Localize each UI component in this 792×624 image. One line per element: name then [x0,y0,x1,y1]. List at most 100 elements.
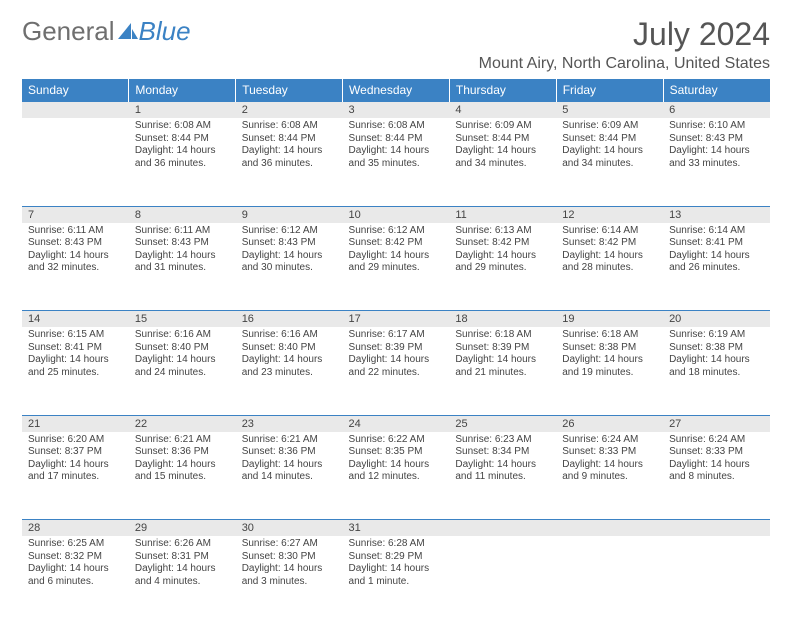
day-number: 2 [236,102,343,119]
daylight-text-1: Daylight: 14 hours [562,354,657,367]
day-cell: Sunrise: 6:26 AMSunset: 8:31 PMDaylight:… [129,536,236,624]
daylight-text-2: and 36 minutes. [242,158,337,171]
day-number: 1 [129,102,236,119]
daylight-text-1: Daylight: 14 hours [28,563,123,576]
day-body-row: Sunrise: 6:25 AMSunset: 8:32 PMDaylight:… [22,536,770,624]
day-number-row: 28293031 [22,520,770,537]
weekday-header: Friday [556,79,663,102]
day-number: 28 [22,520,129,537]
day-cell: Sunrise: 6:21 AMSunset: 8:36 PMDaylight:… [129,432,236,520]
daylight-text-2: and 11 minutes. [455,471,550,484]
daylight-text-2: and 14 minutes. [242,471,337,484]
sunset-text: Sunset: 8:42 PM [455,237,550,250]
day-number: 25 [449,415,556,432]
sunset-text: Sunset: 8:44 PM [242,133,337,146]
daylight-text-2: and 28 minutes. [562,262,657,275]
logo-sail-icon [117,22,139,40]
sunrise-text: Sunrise: 6:21 AM [135,434,230,447]
daylight-text-2: and 18 minutes. [669,367,764,380]
sunrise-text: Sunrise: 6:26 AM [135,538,230,551]
daylight-text-1: Daylight: 14 hours [562,145,657,158]
daylight-text-2: and 30 minutes. [242,262,337,275]
day-body-row: Sunrise: 6:11 AMSunset: 8:43 PMDaylight:… [22,223,770,311]
day-cell: Sunrise: 6:28 AMSunset: 8:29 PMDaylight:… [343,536,450,624]
sunset-text: Sunset: 8:39 PM [349,342,444,355]
sunrise-text: Sunrise: 6:14 AM [669,225,764,238]
day-number: 20 [663,311,770,328]
sunrise-text: Sunrise: 6:18 AM [455,329,550,342]
day-cell: Sunrise: 6:18 AMSunset: 8:39 PMDaylight:… [449,327,556,415]
day-number: 22 [129,415,236,432]
sunrise-text: Sunrise: 6:10 AM [669,120,764,133]
daylight-text-1: Daylight: 14 hours [242,250,337,263]
sunset-text: Sunset: 8:44 PM [135,133,230,146]
day-number: 30 [236,520,343,537]
daylight-text-2: and 31 minutes. [135,262,230,275]
day-number: 26 [556,415,663,432]
daylight-text-1: Daylight: 14 hours [242,563,337,576]
sunrise-text: Sunrise: 6:12 AM [242,225,337,238]
sunrise-text: Sunrise: 6:12 AM [349,225,444,238]
daylight-text-1: Daylight: 14 hours [242,459,337,472]
daylight-text-2: and 19 minutes. [562,367,657,380]
daylight-text-1: Daylight: 14 hours [135,250,230,263]
sunrise-text: Sunrise: 6:27 AM [242,538,337,551]
day-number: 19 [556,311,663,328]
sunrise-text: Sunrise: 6:16 AM [135,329,230,342]
sunrise-text: Sunrise: 6:13 AM [455,225,550,238]
day-cell: Sunrise: 6:17 AMSunset: 8:39 PMDaylight:… [343,327,450,415]
day-number [663,520,770,537]
month-title: July 2024 [479,16,770,53]
day-number: 3 [343,102,450,119]
sunset-text: Sunset: 8:30 PM [242,551,337,564]
day-cell: Sunrise: 6:09 AMSunset: 8:44 PMDaylight:… [556,118,663,206]
day-cell: Sunrise: 6:18 AMSunset: 8:38 PMDaylight:… [556,327,663,415]
day-number: 31 [343,520,450,537]
sunrise-text: Sunrise: 6:14 AM [562,225,657,238]
day-number-row: 14151617181920 [22,311,770,328]
day-cell: Sunrise: 6:21 AMSunset: 8:36 PMDaylight:… [236,432,343,520]
day-cell [556,536,663,624]
weekday-header: Saturday [663,79,770,102]
day-number: 24 [343,415,450,432]
sunrise-text: Sunrise: 6:19 AM [669,329,764,342]
day-number: 29 [129,520,236,537]
day-cell: Sunrise: 6:24 AMSunset: 8:33 PMDaylight:… [556,432,663,520]
sunrise-text: Sunrise: 6:08 AM [242,120,337,133]
daylight-text-2: and 12 minutes. [349,471,444,484]
sunset-text: Sunset: 8:43 PM [135,237,230,250]
logo: General Blue [22,16,191,47]
day-number: 11 [449,206,556,223]
daylight-text-1: Daylight: 14 hours [669,354,764,367]
sunset-text: Sunset: 8:44 PM [455,133,550,146]
sunrise-text: Sunrise: 6:25 AM [28,538,123,551]
daylight-text-1: Daylight: 14 hours [349,250,444,263]
daylight-text-2: and 33 minutes. [669,158,764,171]
daylight-text-2: and 9 minutes. [562,471,657,484]
sunset-text: Sunset: 8:41 PM [28,342,123,355]
day-cell: Sunrise: 6:25 AMSunset: 8:32 PMDaylight:… [22,536,129,624]
sunset-text: Sunset: 8:44 PM [349,133,444,146]
daylight-text-1: Daylight: 14 hours [455,145,550,158]
day-number: 7 [22,206,129,223]
daylight-text-2: and 22 minutes. [349,367,444,380]
day-number-row: 78910111213 [22,206,770,223]
daylight-text-2: and 15 minutes. [135,471,230,484]
day-number: 16 [236,311,343,328]
day-cell: Sunrise: 6:19 AMSunset: 8:38 PMDaylight:… [663,327,770,415]
day-body-row: Sunrise: 6:15 AMSunset: 8:41 PM Daylight:… [22,327,770,415]
day-cell: Sunrise: 6:12 AMSunset: 8:43 PMDaylight:… [236,223,343,311]
day-cell: Sunrise: 6:08 AMSunset: 8:44 PMDaylight:… [236,118,343,206]
daylight-text-1: Daylight: 14 hours [455,250,550,263]
sunset-text: Sunset: 8:39 PM [455,342,550,355]
sunrise-text: Sunrise: 6:15 AM [28,329,123,342]
day-cell: Sunrise: 6:08 AMSunset: 8:44 PMDaylight:… [343,118,450,206]
sunset-text: Sunset: 8:43 PM [28,237,123,250]
sunset-text: Sunset: 8:29 PM [349,551,444,564]
sunset-text: Sunset: 8:31 PM [135,551,230,564]
sunrise-text: Sunrise: 6:17 AM [349,329,444,342]
sunrise-text: Sunrise: 6:11 AM [135,225,230,238]
sunrise-text: Sunrise: 6:09 AM [455,120,550,133]
day-cell: Sunrise: 6:12 AMSunset: 8:42 PMDaylight:… [343,223,450,311]
day-number: 5 [556,102,663,119]
